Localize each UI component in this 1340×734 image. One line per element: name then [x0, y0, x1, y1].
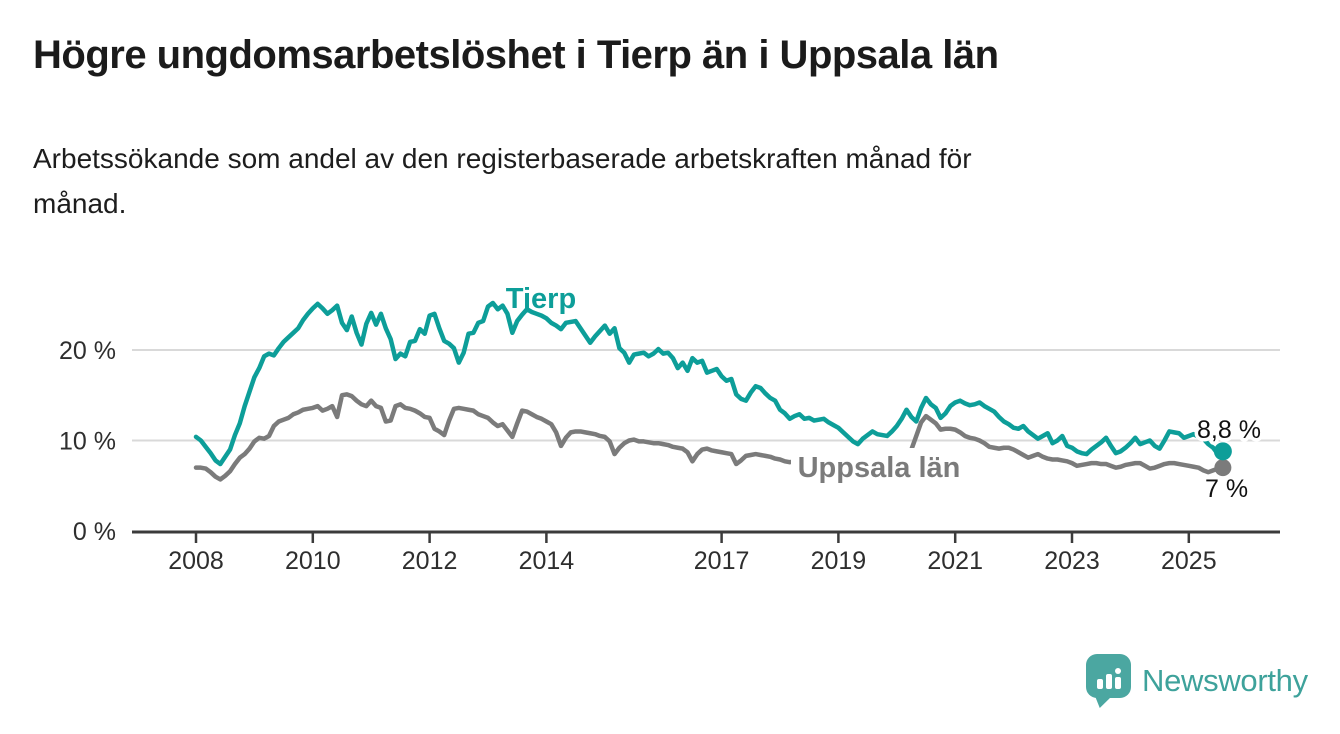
newsworthy-branding: Newsworthy — [1086, 653, 1308, 708]
uppsala-lan-line — [193, 392, 1226, 482]
logo-bar-small — [1096, 679, 1103, 689]
logo-bar-medium — [1105, 674, 1112, 689]
tierp-line — [193, 300, 1226, 467]
logo-bar-tall — [1114, 677, 1121, 689]
newsworthy-wordmark: Newsworthy — [1142, 662, 1308, 698]
x-axis-label-2008: 2008 — [168, 547, 224, 575]
uppsala-label-backdrop — [791, 448, 969, 481]
speech-bubble-icon — [1086, 654, 1131, 698]
logo-bar-exclamation — [1114, 668, 1121, 689]
chart-title: Högre ungdomsarbetslöshet i Tierp än i U… — [33, 33, 999, 77]
y-axis-label-20: 20 % — [59, 337, 116, 365]
tierp-series-label: Tierp — [506, 283, 576, 315]
chart-subtitle: Arbetssökande som andel av den registerb… — [33, 136, 972, 226]
x-axis-label-2017: 2017 — [694, 547, 750, 575]
x-axis-label-2025: 2025 — [1161, 547, 1217, 575]
uppsala-lan-series-label: Uppsala län — [798, 452, 961, 484]
x-axis-label-2014: 2014 — [519, 547, 575, 575]
x-axis-label-2010: 2010 — [285, 547, 341, 575]
tierp-end-dot — [1213, 442, 1232, 461]
logo-dot — [1114, 668, 1121, 674]
speech-bubble-tail — [1095, 696, 1112, 708]
uppsala-lan-end-value-label: 7 % — [1205, 475, 1248, 503]
y-axis-label-10: 10 % — [59, 428, 116, 456]
chart-subtitle-line-2: månad. — [33, 188, 127, 219]
x-axis-label-2023: 2023 — [1044, 547, 1100, 575]
newsworthy-logo-icon — [1086, 653, 1131, 708]
y-axis-label-0: 0 % — [73, 518, 116, 546]
x-axis-label-2019: 2019 — [811, 547, 867, 575]
uppsala-lan-end-dot — [1214, 459, 1232, 477]
tierp-end-value-label: 8,8 % — [1197, 416, 1261, 444]
x-axis-label-2012: 2012 — [402, 547, 458, 575]
x-axis-label-2021: 2021 — [927, 547, 983, 575]
chart-subtitle-line-1: Arbetssökande som andel av den registerb… — [33, 143, 972, 174]
